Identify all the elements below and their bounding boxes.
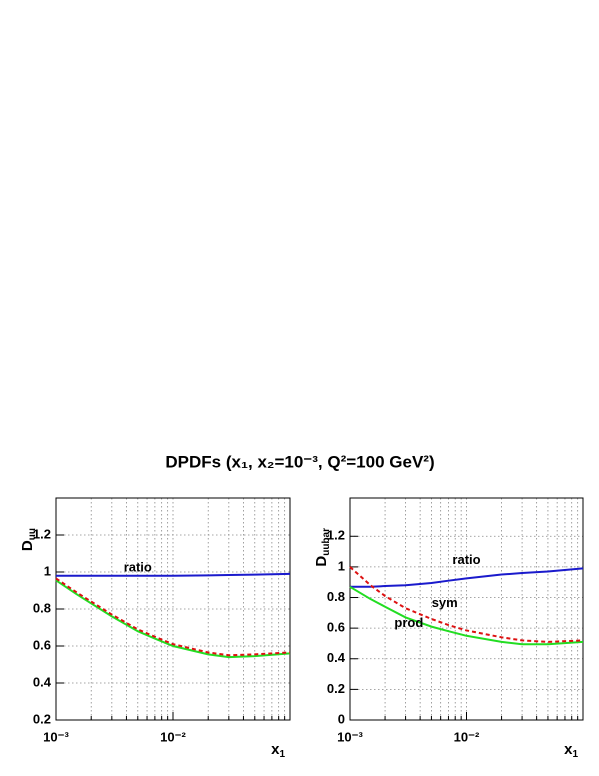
plot-frame (55, 497, 291, 721)
line-series (350, 567, 584, 588)
y-tick-label: 0.8 (327, 589, 345, 604)
line-series (349, 566, 584, 643)
x-axis-label-sub: 1 (572, 749, 578, 760)
x-tick-label: 10⁻² (454, 729, 480, 744)
y-tick-label: 0 (338, 711, 345, 726)
x-axis-label: x1 (564, 741, 578, 760)
line-series (56, 572, 291, 577)
y-axis-label-sub: uubar (321, 528, 332, 556)
plot-frame (349, 497, 584, 721)
annotation: prod (394, 615, 423, 630)
x-axis-label: x1 (271, 741, 285, 760)
y-tick-label: 1.2 (33, 526, 51, 541)
y-axis-label: Duubar (313, 528, 332, 567)
y-axis-label-main: D (313, 556, 330, 567)
y-tick-label: 0.8 (33, 600, 51, 615)
x-tick-label: 10⁻³ (43, 729, 69, 744)
y-tick-label: 0.4 (33, 674, 52, 689)
y-tick-label: 1 (338, 558, 345, 573)
x-tick-label: 10⁻² (160, 729, 186, 744)
annotation: ratio (124, 560, 152, 575)
y-axis-label-sub: uu (27, 528, 38, 540)
line-series (349, 585, 584, 646)
x-tick-label: 10⁻³ (337, 729, 363, 744)
annotation: sym (432, 595, 458, 610)
chart-title: DPDFs (x₁, x₂=10⁻³, Q²=100 GeV²) (165, 452, 434, 471)
x-axis-label-main: x (564, 741, 573, 758)
y-axis-label: Duu (19, 528, 38, 551)
y-tick-label: 0.6 (33, 637, 51, 652)
x-axis-label-main: x (271, 741, 280, 758)
line-series (55, 579, 291, 659)
y-tick-label: 1.2 (327, 528, 345, 543)
y-tick-label: 0.4 (327, 650, 346, 665)
y-axis-label-main: D (19, 540, 36, 551)
panel: 00.20.40.60.811.210⁻³ 10⁻²Duubarx1ratiosy… (313, 497, 584, 760)
line-series (55, 577, 291, 657)
y-tick-label: 0.2 (327, 681, 345, 696)
x-axis-label-sub: 1 (279, 749, 285, 760)
y-tick-label: 0.2 (33, 711, 51, 726)
annotation: ratio (452, 552, 480, 567)
y-tick-label: 1 (44, 563, 51, 578)
y-tick-label: 0.6 (327, 620, 345, 635)
